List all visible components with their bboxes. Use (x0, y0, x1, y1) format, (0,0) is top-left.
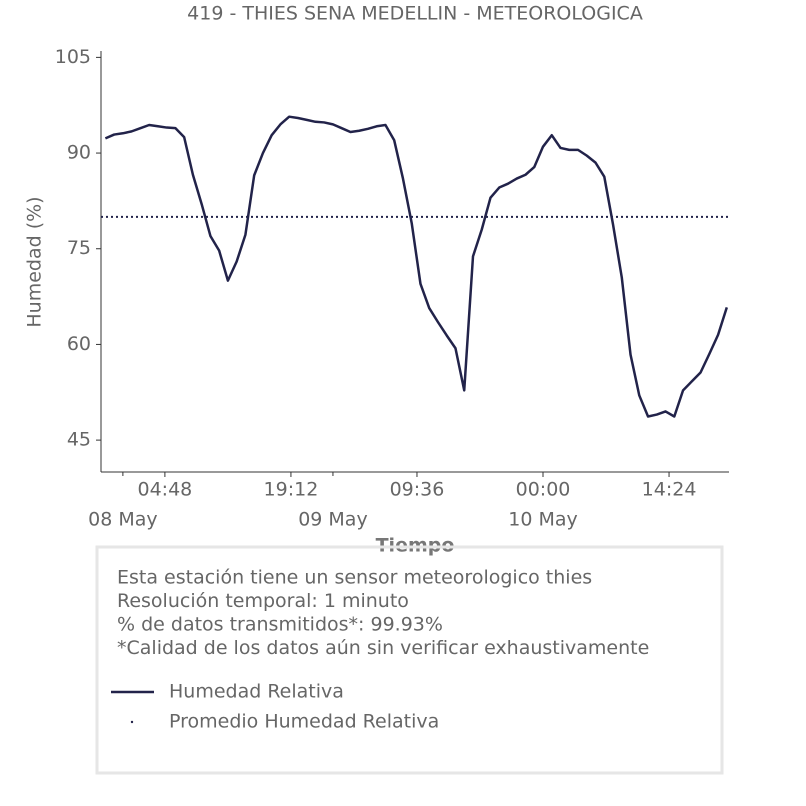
y-tick-label: 45 (67, 429, 91, 451)
info-note: % de datos transmitidos*: 99.93% (117, 614, 443, 636)
y-tick-label: 105 (55, 46, 91, 68)
y-tick-label: 60 (67, 333, 91, 355)
x-tick-label: 04:48 (138, 479, 193, 501)
humidity-line (104, 115, 729, 418)
y-tick-label: 75 (67, 237, 91, 259)
info-note: *Calidad de los datos aún sin verificar … (117, 637, 649, 659)
y-tick-label: 90 (67, 142, 91, 164)
info-note: Resolución temporal: 1 minuto (117, 590, 409, 612)
x-date-label: 10 May (508, 509, 578, 531)
legend-label: Humedad Relativa (169, 681, 344, 703)
x-tick-label: 19:12 (264, 479, 319, 501)
chart-title: 419 - THIES SENA MEDELLIN - METEOROLOGIC… (187, 3, 643, 25)
x-tick-label: 09:36 (390, 479, 445, 501)
legend-dot (130, 720, 134, 724)
legend-label: Promedio Humedad Relativa (169, 711, 439, 733)
x-date-label: 08 May (88, 509, 158, 531)
y-axis-label: Humedad (%) (24, 196, 46, 327)
x-tick-label: 14:24 (642, 479, 697, 501)
info-box (95, 545, 724, 775)
x-tick-label: 00:00 (516, 479, 571, 501)
x-date-label: 09 May (298, 509, 368, 531)
info-note: Esta estación tiene un sensor meteorolog… (117, 567, 592, 589)
